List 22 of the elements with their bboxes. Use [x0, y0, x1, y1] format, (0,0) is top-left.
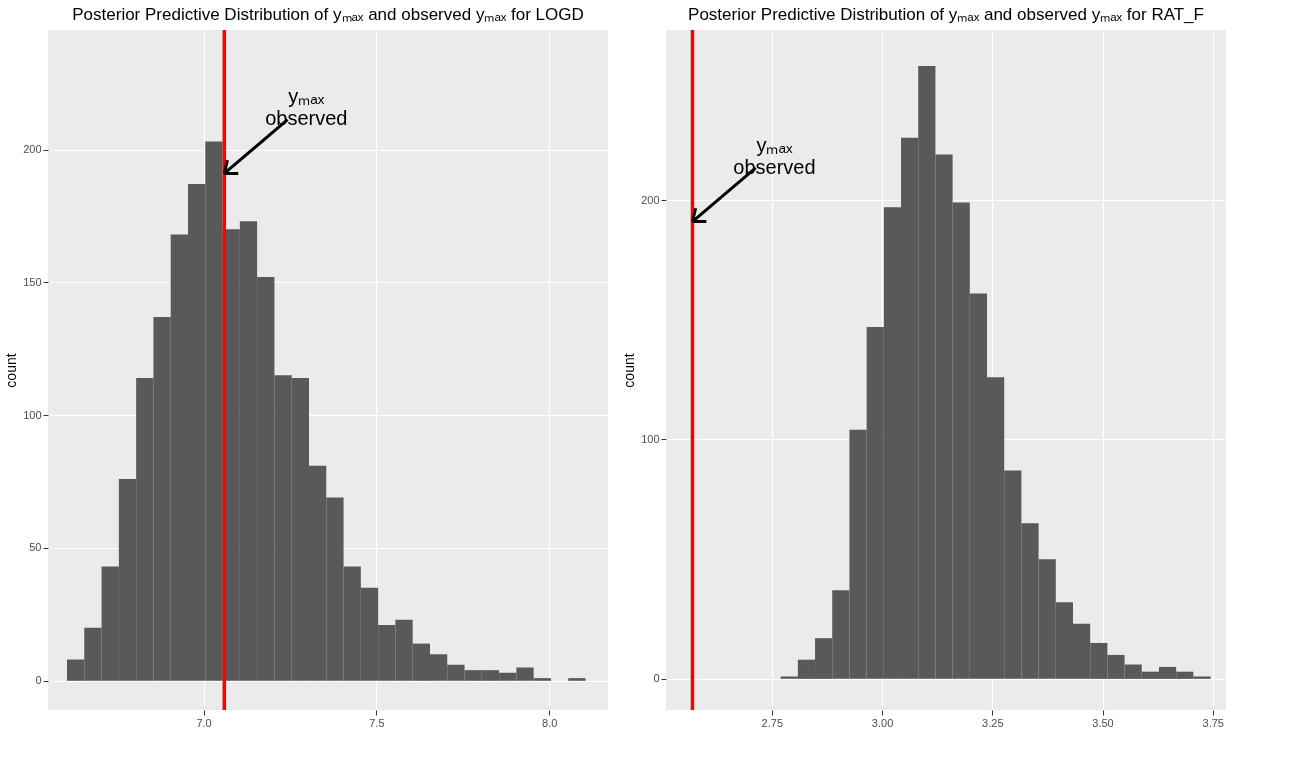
y-tick-label: 50 — [29, 541, 42, 554]
x-tick-label: 3.75 — [1202, 716, 1224, 729]
x-tick-label: 8.0 — [542, 716, 558, 729]
y-tick-label: 100 — [641, 432, 660, 445]
y-axis-title: count — [621, 353, 638, 388]
x-tick-label: 7.5 — [369, 716, 385, 729]
y-tick-label: 200 — [23, 143, 42, 156]
y-tick-label: 0 — [653, 672, 660, 685]
x-tick-label: 3.00 — [871, 716, 894, 729]
y-tick-label: 100 — [23, 408, 42, 421]
x-tick-label: 3.25 — [982, 716, 1004, 729]
chart-title: Posterior Predictive Distribution of yₘₐₓ and observed yₘₐₓ for RAT_F — [688, 5, 1204, 25]
y-tick-label: 150 — [23, 275, 42, 288]
y-tick-label: 0 — [35, 674, 42, 687]
x-tick-label: 7.0 — [196, 716, 212, 729]
annotation: yₘₐₓ observed — [265, 85, 348, 130]
x-tick-label: 3.50 — [1092, 716, 1114, 729]
y-tick-label: 200 — [641, 193, 660, 206]
y-axis-title: count — [3, 353, 20, 388]
annotation: yₘₐₓ observed — [733, 133, 816, 178]
chart-title: Posterior Predictive Distribution of yₘₐₓ and observed yₘₐₓ for LOGD — [72, 5, 584, 25]
x-tick-label: 2.75 — [761, 716, 784, 729]
